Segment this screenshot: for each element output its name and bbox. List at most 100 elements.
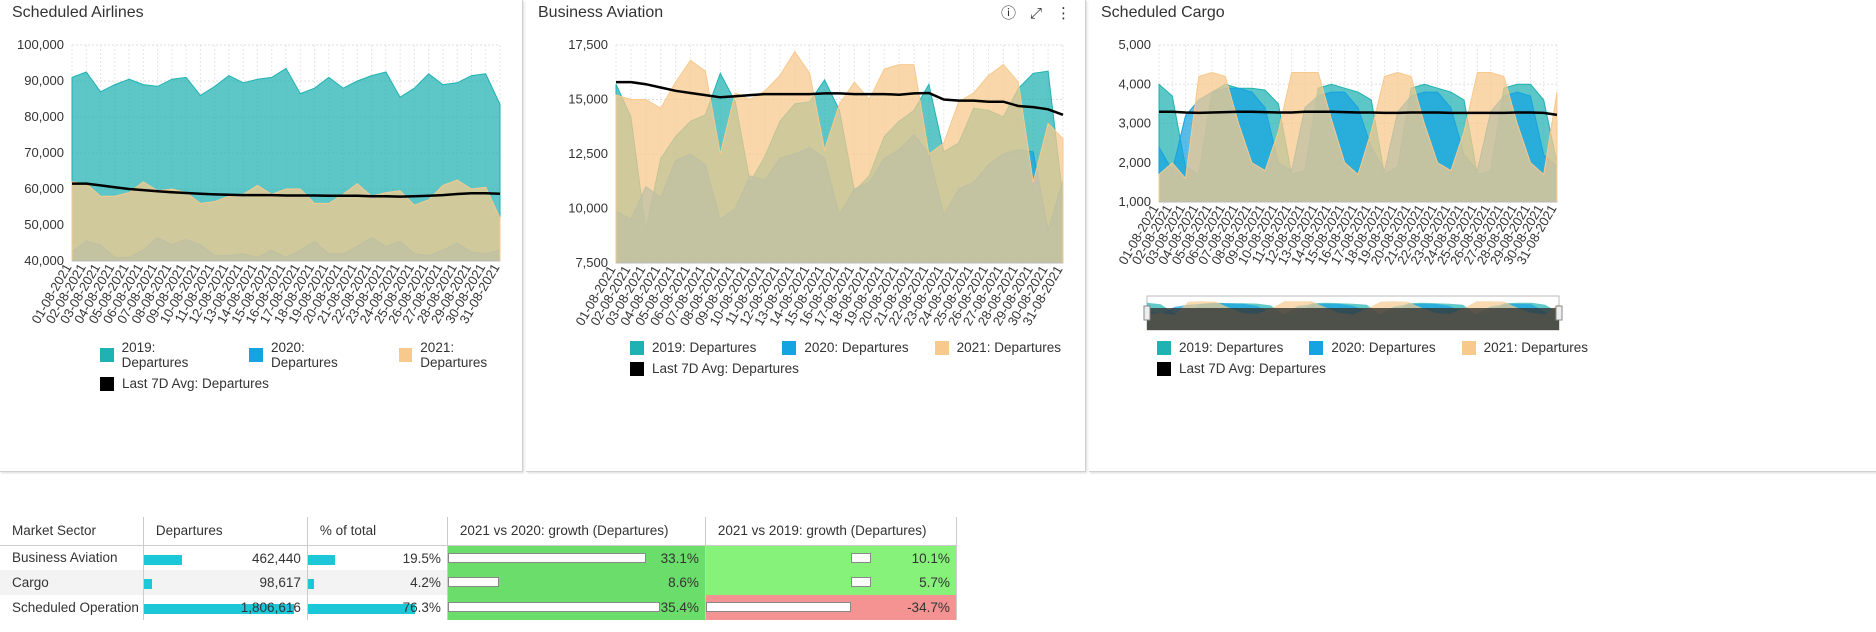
swatch-2019 <box>100 348 114 362</box>
legend-label: 2021: Departures <box>1483 340 1588 355</box>
legend-label: 2020: Departures <box>1331 340 1436 355</box>
market-sector-table: Market Sector Departures % of total 2021… <box>0 517 957 620</box>
y-tick-label: 5,000 <box>1118 37 1151 52</box>
growth-2019-value: -34.7% <box>907 600 950 615</box>
table-row[interactable]: Scheduled Operation 1,806,616 76.3% 35.4% -3… <box>0 595 957 620</box>
legend-label: Last 7D Avg: Departures <box>122 376 269 391</box>
legend-label: 2019: Departures <box>121 340 189 370</box>
swatch-2021 <box>1461 340 1476 355</box>
area-series-2021[interactable] <box>615 50 1064 264</box>
swatch-2019 <box>630 340 644 355</box>
info-icon[interactable]: ⓘ <box>1000 5 1016 22</box>
swatch-2021 <box>398 348 413 362</box>
area-series-2021[interactable] <box>1158 71 1558 203</box>
pct-value: 4.2% <box>410 575 441 590</box>
legend-item-avg[interactable]: Last 7D Avg: Departures <box>100 376 269 391</box>
legend-item-2021[interactable]: 2021: Departures <box>1461 340 1588 355</box>
cell-growth-2020: 35.4% <box>447 595 706 620</box>
legend-item-2019[interactable]: 2019: Departures <box>100 340 223 370</box>
legend-item-2021[interactable]: 2021: Departures <box>934 340 1061 355</box>
y-tick-label: 3,000 <box>1118 116 1151 131</box>
cell-pct-total: 76.3% <box>307 595 448 620</box>
legend-item-2021[interactable]: 2021: Departures <box>398 340 522 370</box>
legend-label: 2020: Departures <box>804 340 909 355</box>
y-tick-label: 4,000 <box>1118 76 1151 91</box>
legend-label: 2021: Departures <box>420 340 488 370</box>
panel-title: Business Aviation <box>538 4 664 21</box>
departures-bar <box>143 554 183 565</box>
navigator-selection[interactable] <box>1147 308 1559 330</box>
line-series-avg[interactable] <box>72 182 501 198</box>
cell-departures: 1,806,616 <box>143 595 308 620</box>
legend-item-2020[interactable]: 2020: Departures <box>249 340 372 370</box>
legend-item-avg[interactable]: Last 7D Avg: Departures <box>630 361 799 376</box>
col-market-sector[interactable]: Market Sector <box>0 517 144 546</box>
legend-label: 2019: Departures <box>1179 340 1284 355</box>
pct-value: 76.3% <box>402 600 441 615</box>
cell-sector: Business Aviation <box>0 545 144 570</box>
chart-scheduled-airlines[interactable]: 40,000 50,000 60,000 70,000 80,000 90,000 100,… <box>0 0 523 400</box>
growth-2020-bar <box>447 602 661 612</box>
y-tick-label: 50,000 <box>24 217 64 232</box>
y-tick-label: 40,000 <box>24 253 64 268</box>
swatch-avg <box>630 361 644 376</box>
y-tick-label: 70,000 <box>24 145 64 160</box>
swatch-avg <box>100 376 114 391</box>
swatch-2020 <box>1309 340 1324 355</box>
y-tick-label: 100,000 <box>17 37 64 52</box>
legend-item-2019[interactable]: 2019: Departures <box>630 340 756 355</box>
chart-legend: 2019: Departures 2020: Departures 2021: … <box>630 340 1061 382</box>
range-navigator[interactable] <box>1143 295 1563 331</box>
table-row[interactable]: Cargo 98,617 4.2% 8.6% 5.7% <box>0 570 957 595</box>
navigator-handle[interactable] <box>1143 305 1151 321</box>
table-row[interactable]: Business Aviation 462,440 19.5% 33.1% 10.1% <box>0 545 957 570</box>
legend-label: Last 7D Avg: Departures <box>652 361 799 376</box>
y-tick-label: 90,000 <box>24 73 64 88</box>
departures-value: 98,617 <box>259 575 301 590</box>
line-series-avg[interactable] <box>616 80 1064 116</box>
chart-scheduled-cargo[interactable]: 1,0002,0003,0004,0005,00001-08-202102-08… <box>1089 0 1876 400</box>
cell-growth-2019: 5.7% <box>705 570 957 595</box>
cell-growth-2019: -34.7% <box>705 595 957 620</box>
legend-item-2020[interactable]: 2020: Departures <box>782 340 909 355</box>
area-series-2021[interactable] <box>71 179 501 262</box>
col-growth-2019[interactable]: 2021 vs 2019: growth (Departures) <box>705 517 957 546</box>
y-tick-label: 15,000 <box>568 92 608 107</box>
legend-label: 2020: Departures <box>270 340 338 370</box>
departures-bar <box>143 604 294 614</box>
y-tick-label: 10,000 <box>568 201 608 216</box>
swatch-2020 <box>249 348 263 362</box>
legend-item-2020[interactable]: 2020: Departures <box>1309 340 1436 355</box>
cell-pct-total: 4.2% <box>307 570 448 595</box>
growth-2020-value: 8.6% <box>668 575 699 590</box>
line-series-avg[interactable] <box>1159 110 1558 117</box>
panel-toolbar: ⓘ ⤢ ⋮ <box>1001 6 1071 22</box>
legend-item-avg[interactable]: Last 7D Avg: Departures <box>1157 361 1326 376</box>
legend-item-2019[interactable]: 2019: Departures <box>1157 340 1283 355</box>
chart-business-aviation[interactable]: 7,50010,00012,50015,00017,50001-08-20210… <box>526 0 1086 400</box>
swatch-2020 <box>782 340 797 355</box>
y-tick-label: 17,500 <box>568 37 608 52</box>
growth-2019-value: 10.1% <box>911 550 950 566</box>
col-growth-2020[interactable]: 2021 vs 2020: growth (Departures) <box>447 517 706 546</box>
growth-2020-value: 35.4% <box>660 600 699 615</box>
col-pct-total[interactable]: % of total <box>307 517 448 546</box>
y-tick-label: 7,500 <box>575 255 608 270</box>
chart-legend: 2019: Departures 2020: Departures 2021: … <box>1157 340 1588 382</box>
cell-growth-2020: 33.1% <box>447 545 706 570</box>
growth-2019-value: 5.7% <box>919 575 950 590</box>
departures-value: 1,806,616 <box>240 600 301 615</box>
panel-scheduled-airlines: Scheduled Airlines 40,000 50,000 60,000 70,… <box>0 0 523 472</box>
more-vertical-icon[interactable]: ⋮ <box>1056 5 1071 22</box>
legend-label: 2019: Departures <box>652 340 757 355</box>
pct-value: 19.5% <box>402 550 441 566</box>
col-departures[interactable]: Departures <box>143 517 308 546</box>
expand-icon[interactable]: ⤢ <box>1029 5 1042 22</box>
table-header-row: Market Sector Departures % of total 2021… <box>0 517 957 546</box>
navigator-handle[interactable] <box>1555 305 1563 321</box>
pct-bar <box>307 579 314 589</box>
panel-title: Scheduled Airlines <box>12 4 144 21</box>
cell-sector: Scheduled Operation <box>0 595 144 620</box>
cell-departures: 98,617 <box>143 570 308 595</box>
y-tick-label: 1,000 <box>1118 194 1151 209</box>
